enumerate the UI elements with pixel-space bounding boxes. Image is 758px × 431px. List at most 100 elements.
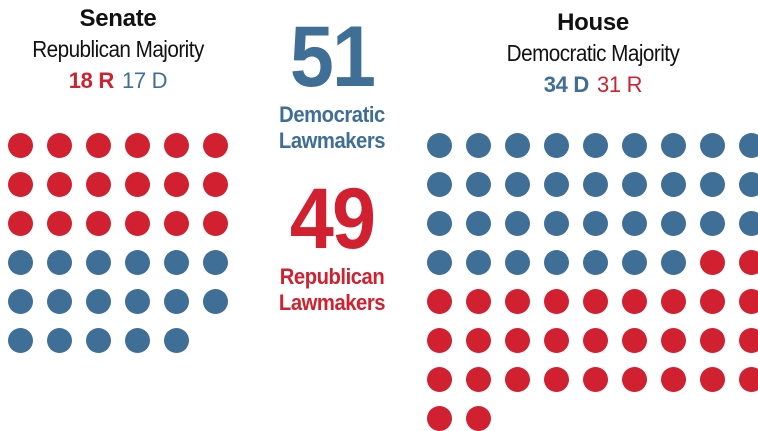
- senate-seat-republican: [125, 172, 150, 197]
- senate-seat-democratic: [164, 250, 189, 275]
- house-seat-democratic: [622, 172, 647, 197]
- senate-seat-republican: [86, 133, 111, 158]
- statewide-totals: 51 Democratic Lawmakers 49 Republican La…: [256, 8, 408, 316]
- house-seat-republican: [700, 289, 725, 314]
- senate-seat-democratic: [47, 250, 72, 275]
- house-seat-democratic: [544, 172, 569, 197]
- senate-seat-democratic: [8, 250, 33, 275]
- house-subtitle: Democratic Majority: [506, 40, 680, 66]
- house-seat-republican: [427, 328, 452, 353]
- republican-total-label-line2: Lawmakers: [278, 290, 386, 315]
- house-seat-republican: [427, 406, 452, 431]
- democratic-total-number: 51: [289, 9, 376, 105]
- senate-seat-democratic: [47, 328, 72, 353]
- senate-seat-republican: [164, 133, 189, 158]
- house-seat-democratic: [427, 211, 452, 236]
- house-seat-republican: [583, 289, 608, 314]
- senate-seat-republican: [203, 172, 228, 197]
- senate-seat-democratic: [8, 328, 33, 353]
- house-seat-republican: [427, 289, 452, 314]
- house-seat-republican: [427, 367, 452, 392]
- house-seat-democratic: [583, 133, 608, 158]
- house-seat-democratic: [505, 250, 530, 275]
- senate-seat-democratic: [203, 250, 228, 275]
- house-seat-democratic: [622, 250, 647, 275]
- house-seat-democratic: [544, 250, 569, 275]
- senate-seat-republican: [8, 172, 33, 197]
- house-seat-republican: [661, 289, 686, 314]
- house-title: House: [557, 9, 629, 36]
- senate-seat-republican: [8, 133, 33, 158]
- house-seat-democratic: [661, 133, 686, 158]
- house-seat-democratic: [505, 211, 530, 236]
- senate-seat-republican: [125, 211, 150, 236]
- house-seat-democratic: [466, 250, 491, 275]
- senate-seat-democratic: [86, 289, 111, 314]
- senate-seat-democratic: [203, 289, 228, 314]
- house-seat-democratic: [466, 211, 491, 236]
- house-counts: 34 D 31 R: [468, 70, 718, 100]
- senate-republican-count: 18 R: [68, 68, 115, 93]
- senate-seat-democratic: [125, 328, 150, 353]
- house-seat-republican: [622, 328, 647, 353]
- house-header: House Democratic Majority 34 D 31 R: [468, 8, 718, 100]
- house-seat-democratic: [427, 133, 452, 158]
- senate-seat-republican: [86, 172, 111, 197]
- senate-header: Senate Republican Majority 18 R 17 D: [0, 4, 236, 96]
- senate-counts: 18 R 17 D: [0, 66, 236, 96]
- house-seat-republican: [583, 367, 608, 392]
- house-seat-republican: [661, 328, 686, 353]
- senate-seat-democratic: [164, 328, 189, 353]
- house-seat-democratic: [583, 250, 608, 275]
- senate-title: Senate: [79, 5, 157, 32]
- house-seat-democratic: [427, 250, 452, 275]
- house-seat-democratic: [661, 211, 686, 236]
- house-seat-republican: [505, 367, 530, 392]
- senate-seat-republican: [86, 211, 111, 236]
- house-seat-democratic: [505, 172, 530, 197]
- house-seat-democratic: [583, 211, 608, 236]
- house-seat-democratic: [466, 172, 491, 197]
- senate-seat-republican: [203, 211, 228, 236]
- house-seat-republican: [466, 289, 491, 314]
- house-seat-republican: [739, 289, 758, 314]
- house-seat-republican: [739, 328, 758, 353]
- house-seat-republican: [700, 250, 725, 275]
- senate-seat-republican: [47, 172, 72, 197]
- house-seat-republican: [700, 367, 725, 392]
- house-seat-democratic: [427, 172, 452, 197]
- senate-subtitle: Republican Majority: [32, 36, 204, 62]
- house-seat-democratic: [739, 172, 758, 197]
- senate-seat-republican: [164, 211, 189, 236]
- house-seat-democratic: [700, 172, 725, 197]
- house-seat-republican: [544, 328, 569, 353]
- house-seat-republican: [739, 250, 758, 275]
- senate-seat-republican: [125, 133, 150, 158]
- house-seat-republican: [505, 289, 530, 314]
- senate-seat-republican: [203, 133, 228, 158]
- house-seat-republican: [466, 406, 491, 431]
- house-seat-democratic: [700, 211, 725, 236]
- house-seat-republican: [661, 367, 686, 392]
- senate-seat-republican: [47, 133, 72, 158]
- senate-seat-democratic: [86, 328, 111, 353]
- senate-seat-republican: [164, 172, 189, 197]
- house-democratic-count: 34 D: [543, 72, 590, 97]
- house-seat-democratic: [583, 172, 608, 197]
- republican-total-number: 49: [289, 171, 376, 267]
- house-seat-republican: [505, 328, 530, 353]
- senate-seat-democratic: [86, 250, 111, 275]
- senate-seat-democratic: [47, 289, 72, 314]
- democratic-total-label-line2: Lawmakers: [278, 128, 386, 153]
- house-seat-democratic: [661, 172, 686, 197]
- house-seat-democratic: [739, 211, 758, 236]
- house-seat-democratic: [622, 211, 647, 236]
- house-republican-count: 31 R: [597, 72, 643, 97]
- house-seat-democratic: [622, 133, 647, 158]
- house-seat-democratic: [505, 133, 530, 158]
- democratic-total-label-line1: Democratic: [279, 102, 385, 127]
- house-seat-democratic: [661, 250, 686, 275]
- house-seat-democratic: [544, 133, 569, 158]
- house-seat-democratic: [466, 133, 491, 158]
- senate-seat-democratic: [125, 289, 150, 314]
